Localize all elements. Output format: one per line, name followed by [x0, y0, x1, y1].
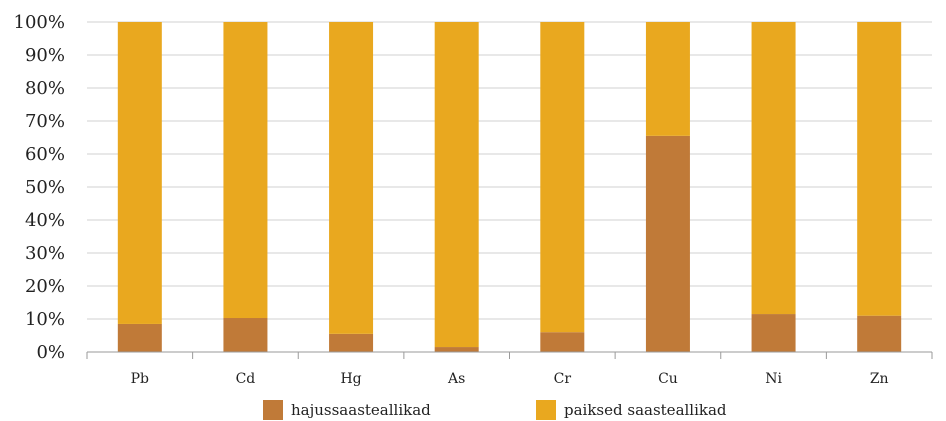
y-tick-label: 60%	[25, 144, 65, 165]
bar-segment-paiksed-saasteallikad-cd	[223, 22, 268, 319]
grid-lines	[87, 21, 932, 353]
legend-swatch	[536, 400, 556, 420]
y-tick-label: 70%	[25, 111, 65, 132]
bar-segment-hajussaasteallikad-as	[434, 347, 479, 352]
y-tick-label: 80%	[25, 78, 65, 99]
bar-segment-hajussaasteallikad-hg	[329, 333, 374, 352]
x-tick-label: Cd	[236, 371, 256, 387]
legend: hajussaasteallikad paiksed saasteallikad	[263, 400, 727, 420]
y-tick-label: 20%	[25, 276, 65, 297]
y-tick-label: 30%	[25, 243, 65, 264]
x-tick-label: Ni	[765, 371, 782, 387]
x-tick-label: Zn	[870, 371, 889, 387]
bar-segment-paiksed-saasteallikad-cu	[645, 22, 690, 136]
y-tick-label: 10%	[25, 309, 65, 330]
y-tick-label: 40%	[25, 210, 65, 231]
bar-segment-hajussaasteallikad-ni	[751, 314, 796, 352]
x-tick-label: Cr	[554, 371, 572, 387]
x-tick-label: Cu	[658, 371, 678, 387]
bar-segment-paiksed-saasteallikad-cr	[540, 22, 585, 333]
bar-segment-hajussaasteallikad-cd	[223, 318, 268, 352]
x-tick-label: As	[447, 371, 465, 387]
bar-segment-paiksed-saasteallikad-hg	[329, 22, 374, 334]
bar-segment-hajussaasteallikad-zn	[857, 315, 902, 352]
y-tick-label: 100%	[14, 12, 65, 33]
axes: 0% 10% 20% 30% 40% 50% 60% 70% 80% 90% 100% Pb Cd Hg A…	[14, 12, 933, 387]
bar-segment-paiksed-saasteallikad-ni	[751, 22, 796, 315]
x-tick-label: Hg	[340, 371, 361, 387]
legend-label: paiksed saasteallikad	[564, 401, 727, 419]
bar-segment-hajussaasteallikad-cu	[645, 135, 690, 352]
bars	[117, 22, 902, 352]
legend-label: hajussaasteallikad	[291, 401, 431, 419]
bar-segment-paiksed-saasteallikad-as	[434, 22, 479, 348]
bar-segment-paiksed-saasteallikad-zn	[857, 22, 902, 316]
y-tick-label: 0%	[36, 342, 65, 363]
bar-segment-paiksed-saasteallikad-pb	[117, 22, 162, 324]
legend-swatch	[263, 400, 283, 420]
y-tick-label: 50%	[25, 177, 65, 198]
x-tick-label: Pb	[131, 371, 149, 387]
bar-segment-hajussaasteallikad-pb	[117, 323, 162, 352]
bar-segment-hajussaasteallikad-cr	[540, 332, 585, 352]
y-tick-label: 90%	[25, 45, 65, 66]
